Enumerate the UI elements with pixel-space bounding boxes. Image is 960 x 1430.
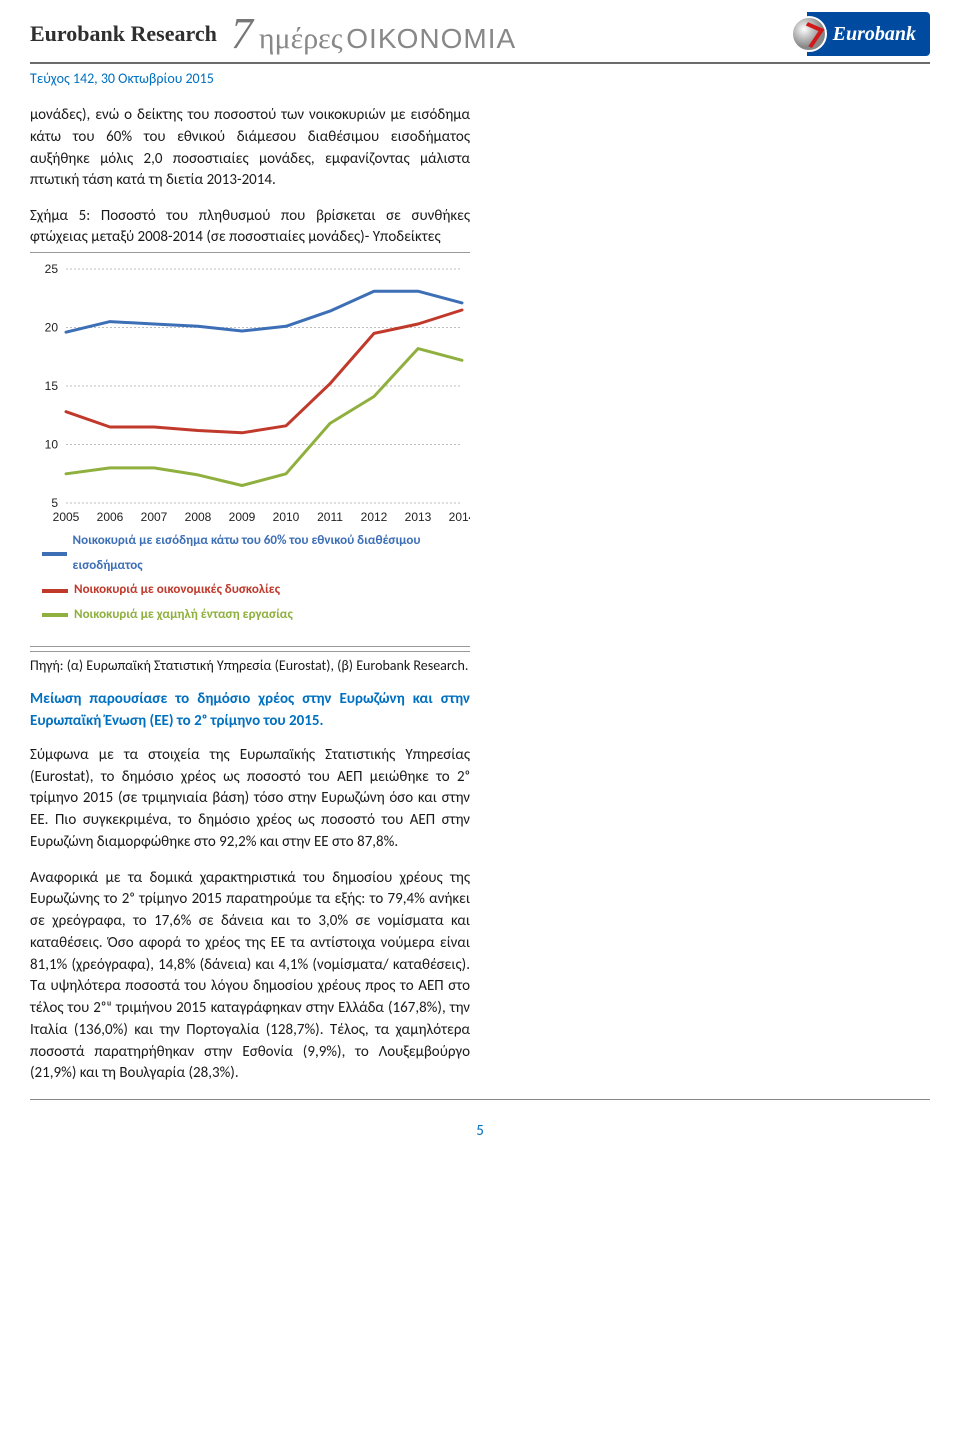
legend-swatch [42,589,68,593]
issue-line: Τεύχος 142, 30 Οκτωβρίου 2015 [30,70,930,87]
legend-label: Νοικοκυριά με εισόδημα κάτω του 60% του … [73,529,470,578]
section-subhead: Μείωση παρουσίασε το δημόσιο χρέος στην … [30,689,470,733]
page-header: Eurobank Research 7 ημέρες ΟΙΚΟΝΟΜΙΑ Eur… [0,0,960,60]
eurobank-logo-icon [791,16,827,52]
tagline-days: ημέρες [259,22,343,55]
svg-text:2007: 2007 [141,510,168,524]
legend-label: Νοικοκυριά με χαμηλή ένταση εργασίας [74,603,293,628]
tagline-economy: ΟΙΚΟΝΟΜΙΑ [346,23,516,54]
svg-text:5: 5 [51,496,58,510]
tagline: 7 ημέρες ΟΙΚΟΝΟΜΙΑ [231,12,793,56]
body-paragraph-1: Σύμφωνα με τα στοιχεία της Ευρωπαϊκής Στ… [30,745,470,854]
svg-text:2008: 2008 [185,510,212,524]
chart-container: 5 10 15 20 25 2005 2006 2007 2008 2009 2010 2011 201… [30,252,470,647]
tagline-number: 7 [231,12,253,56]
svg-text:2012: 2012 [361,510,388,524]
chart-source: Πηγή: (α) Ευρωπαϊκή Στατιστική Υπηρεσία … [30,651,470,676]
footer-rule [30,1099,930,1100]
svg-text:2011: 2011 [317,510,343,524]
legend-item: Νοικοκυριά με οικονομικές δυσκολίες [42,578,470,603]
main-content: μονάδες), ενώ ο δείκτης του ποσοστού των… [0,105,500,1085]
intro-paragraph: μονάδες), ενώ ο δείκτης του ποσοστού των… [30,105,470,192]
brand-research: Eurobank Research [30,21,217,47]
legend-swatch [42,552,67,556]
legend-label: Νοικοκυριά με οικονομικές δυσκολίες [74,578,280,603]
body-paragraph-2: Αναφορικά με τα δομικά χαρακτηριστικά το… [30,868,470,1086]
svg-text:15: 15 [45,379,59,393]
page-number: 5 [0,1122,960,1140]
svg-text:2010: 2010 [273,510,300,524]
header-rule [30,62,930,64]
chart-title: Σχήμα 5: Ποσοστό του πληθυσμού που βρίσκ… [30,206,470,248]
svg-text:10: 10 [45,438,59,452]
eurobank-logo: Eurobank [807,12,930,56]
legend-item: Νοικοκυριά με χαμηλή ένταση εργασίας [42,603,470,628]
svg-text:2013: 2013 [405,510,432,524]
line-chart: 5 10 15 20 25 2005 2006 2007 2008 2009 2010 2011 201… [30,259,470,529]
chart-legend: Νοικοκυριά με εισόδημα κάτω του 60% του … [30,529,470,628]
eurobank-logo-text: Eurobank [833,23,916,46]
legend-item: Νοικοκυριά με εισόδημα κάτω του 60% του … [42,529,470,578]
svg-text:2014: 2014 [449,510,470,524]
svg-text:2009: 2009 [229,510,256,524]
legend-swatch [42,613,68,617]
svg-text:25: 25 [45,262,59,276]
svg-text:2005: 2005 [53,510,80,524]
svg-text:20: 20 [45,321,59,335]
svg-text:2006: 2006 [97,510,124,524]
